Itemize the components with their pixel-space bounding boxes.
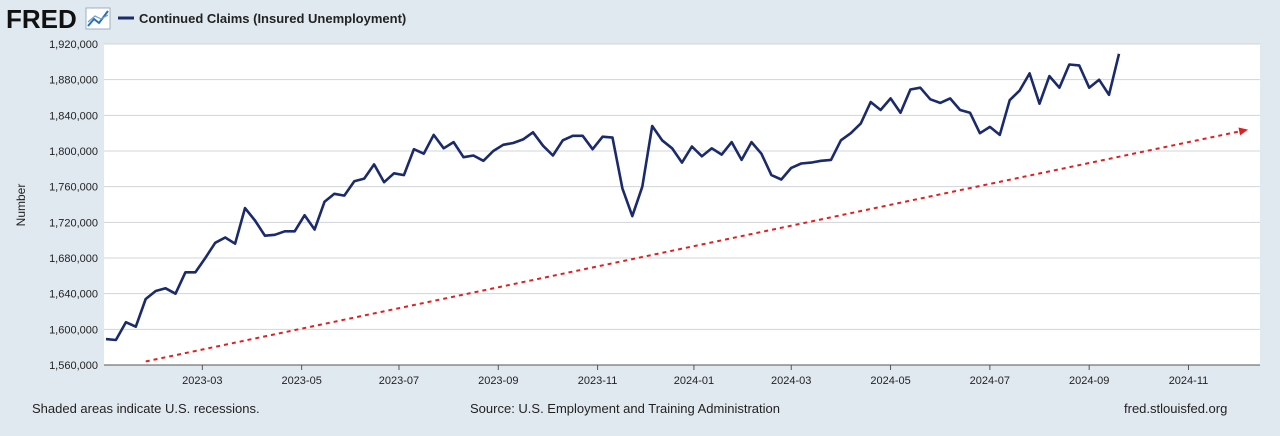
plot-area (104, 44, 1260, 365)
x-tick-label: 2024-09 (1069, 375, 1109, 387)
y-tick-label: 1,720,000 (49, 217, 98, 229)
y-tick-label: 1,800,000 (49, 146, 98, 158)
legend-label: Continued Claims (Insured Unemployment) (139, 11, 406, 26)
series-line-continued-claims (105, 53, 1121, 342)
series-layer (105, 53, 1249, 363)
y-tick-label: 1,560,000 (49, 360, 98, 372)
y-tick-label: 1,680,000 (49, 253, 98, 265)
x-tick-label: 2023-05 (281, 375, 321, 387)
site-link[interactable]: fred.stlouisfed.org (1124, 401, 1228, 416)
trend-arrowhead (1238, 127, 1249, 136)
y-tick-label: 1,760,000 (49, 182, 98, 194)
x-tick-label: 2024-07 (970, 375, 1010, 387)
recession-note: Shaded areas indicate U.S. recessions. (32, 401, 260, 416)
x-tick-label: 2024-01 (674, 375, 714, 387)
y-tick-label: 1,920,000 (49, 39, 98, 51)
x-tick-label: 2023-03 (182, 375, 222, 387)
trend-line (145, 128, 1249, 363)
y-tick-label: 1,640,000 (49, 289, 98, 301)
y-tick-label: 1,880,000 (49, 75, 98, 87)
line-chart-icon (85, 7, 111, 30)
x-tick-label: 2023-11 (578, 375, 618, 387)
axis-layer: 1,560,000 1,600,000 1,640,000 1,680,000 1,72… (49, 39, 1260, 387)
y-tick-label: 1,600,000 (49, 324, 98, 336)
x-tick-label: 2024-05 (870, 375, 910, 387)
y-axis-title: Number (14, 184, 28, 227)
x-tick-label: 2024-11 (1169, 375, 1209, 387)
x-tick-label: 2023-09 (478, 375, 518, 387)
x-tick-label: 2023-07 (379, 375, 419, 387)
x-tick-label: 2024-03 (771, 375, 811, 387)
y-tick-label: 1,840,000 (49, 110, 98, 122)
source-note: Source: U.S. Employment and Training Adm… (470, 401, 780, 416)
fred-logo[interactable]: FRED (6, 4, 77, 34)
